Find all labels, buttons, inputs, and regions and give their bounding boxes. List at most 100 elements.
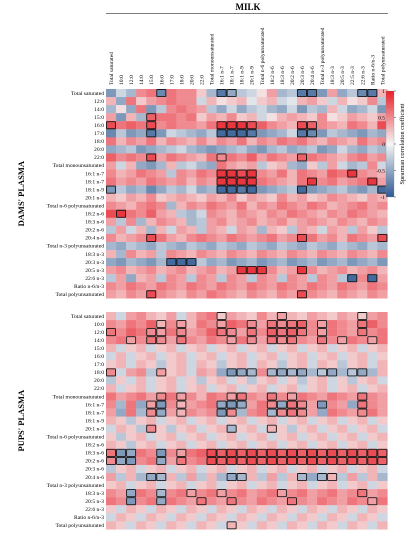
heatmap-cell: [216, 233, 227, 243]
heatmap-cell: [377, 177, 388, 186]
heatmap-cell: [216, 424, 227, 433]
heatmap-cell: [166, 201, 177, 210]
heatmap-cell: [256, 497, 267, 506]
heatmap-cell: [367, 209, 378, 218]
heatmap-cell: [136, 489, 147, 498]
heatmap-cell: [186, 320, 197, 329]
heatmap-cell: [156, 185, 167, 194]
heatmap-cell: [196, 105, 207, 114]
heatmap-cell: [337, 290, 348, 299]
heatmap-cell: [296, 424, 308, 433]
heatmap-cell: [307, 161, 318, 170]
significance-outline: [347, 274, 358, 283]
heatmap-cell: [256, 368, 267, 377]
heatmap-cell: [176, 217, 187, 227]
heatmap-cell: [106, 473, 117, 482]
row-label: Total polyunsaturated: [55, 523, 104, 529]
significance-outline: [226, 473, 237, 482]
heatmap-cell: [246, 177, 257, 186]
heatmap-cell: [206, 456, 217, 466]
heatmap-cell: [166, 177, 177, 186]
heatmap-cell: [327, 473, 338, 482]
heatmap-cell: [296, 274, 308, 283]
heatmap-cell: [307, 513, 318, 522]
heatmap-cell: [377, 225, 388, 235]
heatmap-cell: [317, 392, 328, 401]
heatmap-cell: [367, 448, 378, 458]
heatmap-cell: [176, 328, 187, 337]
heatmap-cell: [196, 320, 207, 329]
heatmap-cell: [116, 225, 127, 235]
heatmap-cell: [146, 89, 157, 98]
row-label: Ratio n-6/n-3: [74, 284, 104, 290]
heatmap-cell: [236, 400, 247, 409]
heatmap-cell: [266, 153, 278, 162]
heatmap-cell: [347, 336, 358, 345]
significance-outline: [357, 408, 368, 417]
heatmap-cell: [156, 376, 167, 385]
heatmap-cell: [266, 233, 278, 243]
significance-outline: [206, 448, 217, 457]
heatmap-cell: [357, 448, 368, 458]
heatmap-cell: [317, 440, 328, 450]
heatmap-cell: [307, 169, 318, 178]
heatmap-cell: [226, 368, 237, 377]
heatmap-cell: [367, 217, 378, 227]
heatmap-cell: [276, 225, 288, 235]
heatmap-cell: [206, 440, 217, 450]
heatmap-cell: [296, 209, 308, 218]
heatmap-cell: [327, 113, 338, 122]
heatmap-cell: [136, 105, 147, 114]
column-label: 18:3 n-6: [280, 66, 286, 85]
heatmap-cell: [347, 489, 358, 498]
heatmap-cell: [296, 408, 308, 417]
significance-outline: [246, 456, 257, 465]
heatmap-cell: [367, 489, 378, 498]
heatmap-cell: [337, 258, 348, 267]
heatmap-cell: [186, 129, 197, 138]
heatmap-cell: [196, 290, 207, 299]
significance-outline: [156, 89, 167, 98]
heatmap-cell: [307, 416, 318, 425]
heatmap-cell: [116, 97, 127, 106]
significance-outline: [156, 497, 167, 506]
row-label: 14:0: [94, 107, 104, 113]
significance-outline: [156, 392, 167, 401]
heatmap-cell: [106, 440, 117, 450]
heatmap-cell: [196, 217, 207, 227]
heatmap-cell: [286, 336, 298, 345]
heatmap-cell: [126, 209, 137, 218]
heatmap-cell: [327, 97, 338, 106]
heatmap-cell: [296, 161, 308, 170]
significance-outline: [266, 424, 277, 433]
heatmap-cell: [136, 416, 147, 425]
heatmap-cell: [327, 368, 338, 377]
heatmap-cell: [196, 360, 207, 369]
heatmap-cell: [307, 456, 318, 466]
heatmap-cell: [236, 185, 247, 194]
heatmap-cell: [166, 505, 177, 514]
significance-outline: [327, 368, 338, 377]
significance-outline: [297, 320, 307, 329]
heatmap-cell: [176, 233, 187, 243]
heatmap-cell: [146, 312, 157, 321]
heatmap-cell: [126, 392, 137, 401]
significance-outline: [286, 448, 297, 457]
heatmap-cell: [296, 481, 308, 490]
heatmap-cell: [176, 513, 187, 522]
heatmap-cell: [226, 250, 237, 259]
heatmap-cell: [246, 209, 257, 218]
significance-outline: [106, 448, 117, 457]
heatmap-cell: [327, 384, 338, 393]
heatmap-cell: [307, 408, 318, 417]
heatmap-cell: [246, 266, 257, 275]
heatmap-cell: [196, 489, 207, 498]
significance-outline: [236, 266, 247, 275]
heatmap-cell: [337, 250, 348, 259]
heatmap-cell: [176, 432, 187, 441]
heatmap-cell: [286, 440, 298, 450]
heatmap-cell: [307, 400, 318, 409]
heatmap-cell: [236, 121, 247, 130]
heatmap-cell: [347, 113, 358, 122]
column-label: 18:0: [179, 75, 185, 85]
